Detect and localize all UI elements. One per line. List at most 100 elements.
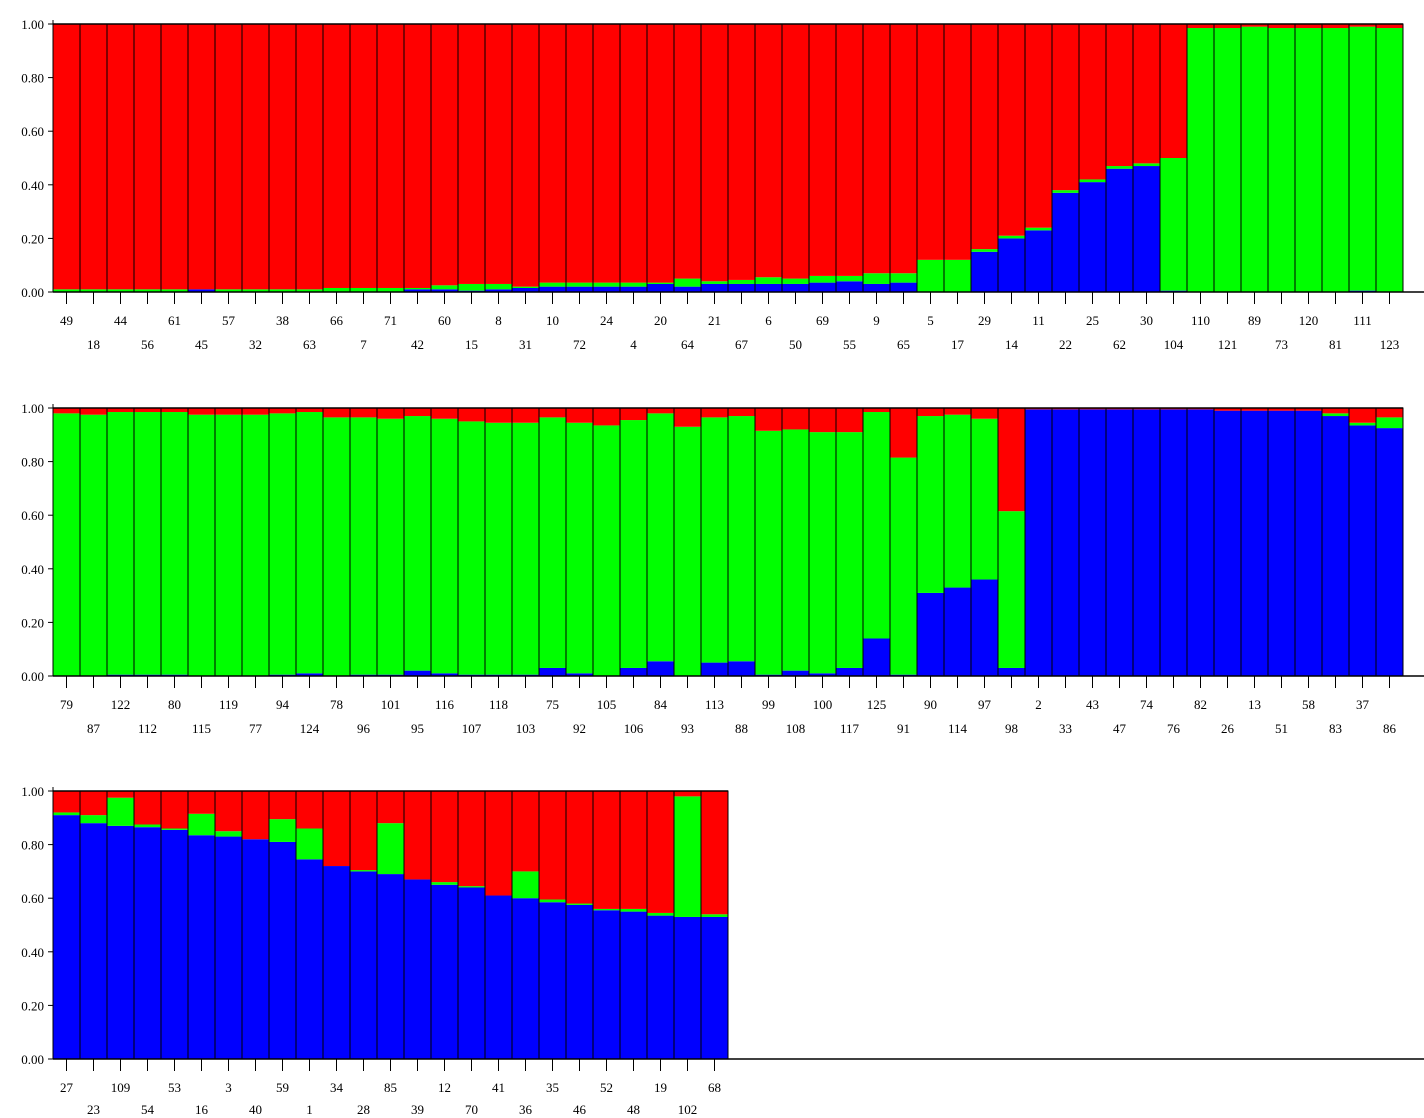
bar-segment-30-2 [1133,163,1160,167]
bar-segment-60-2 [431,285,458,290]
bar-segment-88-1 [728,661,755,676]
x-tick-label: 105 [597,697,617,712]
x-tick-label: 118 [489,697,508,712]
bar-segment-90-1 [917,592,944,676]
x-tick-label: 69 [816,313,829,328]
bar-segment-32-2 [242,289,269,292]
bar-segment-61-2 [161,289,188,292]
bar-segment-106-3 [620,408,647,421]
x-tick-label: 12 [438,1080,451,1095]
x-tick-label: 39 [411,1102,424,1117]
x-tick-label: 119 [219,697,238,712]
x-tick-label: 112 [138,721,157,736]
bar-segment-63-2 [296,289,323,292]
bar-segment-5-3 [917,24,944,260]
x-tick-label: 65 [897,337,910,352]
bar-segment-9-3 [863,24,890,274]
bar-segment-27-3 [53,791,80,813]
bar-segment-117-1 [836,667,863,676]
bar-segment-35-3 [539,791,566,900]
x-tick-label: 108 [786,721,806,736]
x-tick-label: 111 [1353,313,1372,328]
bar-segment-69-3 [809,24,836,276]
bar-segment-83-3 [1322,408,1349,414]
bar-segment-53-1 [161,829,188,1059]
bar-segment-70-3 [458,791,485,887]
bar-segment-28-1 [350,871,377,1059]
x-tick-label: 68 [708,1080,721,1095]
x-tick-label: 64 [681,337,695,352]
x-tick-label: 57 [222,313,236,328]
bar-segment-86-1 [1376,428,1403,676]
x-tick-label: 109 [111,1080,131,1095]
bar-segment-93-2 [674,426,701,676]
x-tick-label: 124 [300,721,320,736]
bar-segment-14-1 [998,238,1025,292]
x-tick-label: 22 [1059,337,1072,352]
x-tick-label: 73 [1275,337,1288,352]
bar-segment-26-1 [1214,410,1241,676]
x-tick-label: 96 [357,721,371,736]
bar-segment-98-3 [998,408,1025,512]
bar-segment-41-3 [485,791,512,896]
x-tick-label: 67 [735,337,749,352]
bar-segment-114-3 [944,408,971,415]
x-tick-label: 113 [705,697,724,712]
bar-segment-113-3 [701,408,728,418]
bar-segment-22-1 [1052,192,1079,292]
bar-segment-92-1 [566,673,593,676]
bar-segment-65-2 [890,273,917,283]
bar-segment-47-1 [1106,409,1133,676]
bar-segment-18-3 [80,24,107,290]
x-tick-label: 24 [600,313,614,328]
bar-segment-99-3 [755,408,782,431]
bar-segment-96-3 [350,408,377,418]
bar-segment-68-3 [701,791,728,915]
x-tick-label: 76 [1167,721,1181,736]
bar-segment-91-2 [890,457,917,675]
bar-segment-55-2 [836,275,863,282]
x-tick-label: 99 [762,697,775,712]
bar-segment-64-3 [674,24,701,279]
x-tick-label: 38 [276,313,289,328]
bar-segment-58-1 [1295,410,1322,676]
bar-segment-55-3 [836,24,863,276]
x-tick-label: 2 [1035,697,1042,712]
bar-segment-18-2 [80,289,107,292]
bar-segment-14-2 [998,235,1025,239]
bar-segment-100-3 [809,408,836,433]
bar-segment-60-3 [431,24,458,286]
bar-segment-77-3 [242,408,269,415]
bar-segment-50-1 [782,283,809,292]
bar-segment-21-2 [701,281,728,284]
bar-segment-20-2 [647,282,674,284]
bar-segment-22-2 [1052,190,1079,193]
bar-segment-102-3 [674,791,701,797]
bar-segment-81-2 [1322,28,1349,293]
x-tick-label: 31 [519,337,532,352]
x-tick-label: 74 [1140,697,1154,712]
bar-segment-67-3 [728,24,755,280]
bar-segment-86-2 [1376,417,1403,429]
bar-segment-80-3 [161,408,188,413]
bar-segment-46-1 [566,904,593,1059]
bar-segment-10-3 [539,24,566,283]
x-tick-label: 17 [951,337,965,352]
x-tick-label: 21 [708,313,721,328]
bar-segment-79-3 [53,408,80,414]
y-tick-label: 0.40 [21,562,44,577]
bar-segment-5-2 [917,259,944,292]
bar-segment-116-1 [431,673,458,676]
y-tick-label: 1.00 [21,17,44,32]
bar-segment-29-2 [971,249,998,252]
bar-segment-52-1 [593,910,620,1059]
bar-segment-51-3 [1268,408,1295,411]
bar-segment-62-3 [1106,24,1133,167]
x-tick-label: 61 [168,313,181,328]
bar-segment-84-3 [647,408,674,414]
bar-segment-16-3 [188,791,215,814]
bar-segment-8-1 [485,289,512,292]
bar-segment-76-1 [1160,409,1187,676]
x-tick-label: 33 [1059,721,1072,736]
bar-segment-49-3 [53,24,80,290]
